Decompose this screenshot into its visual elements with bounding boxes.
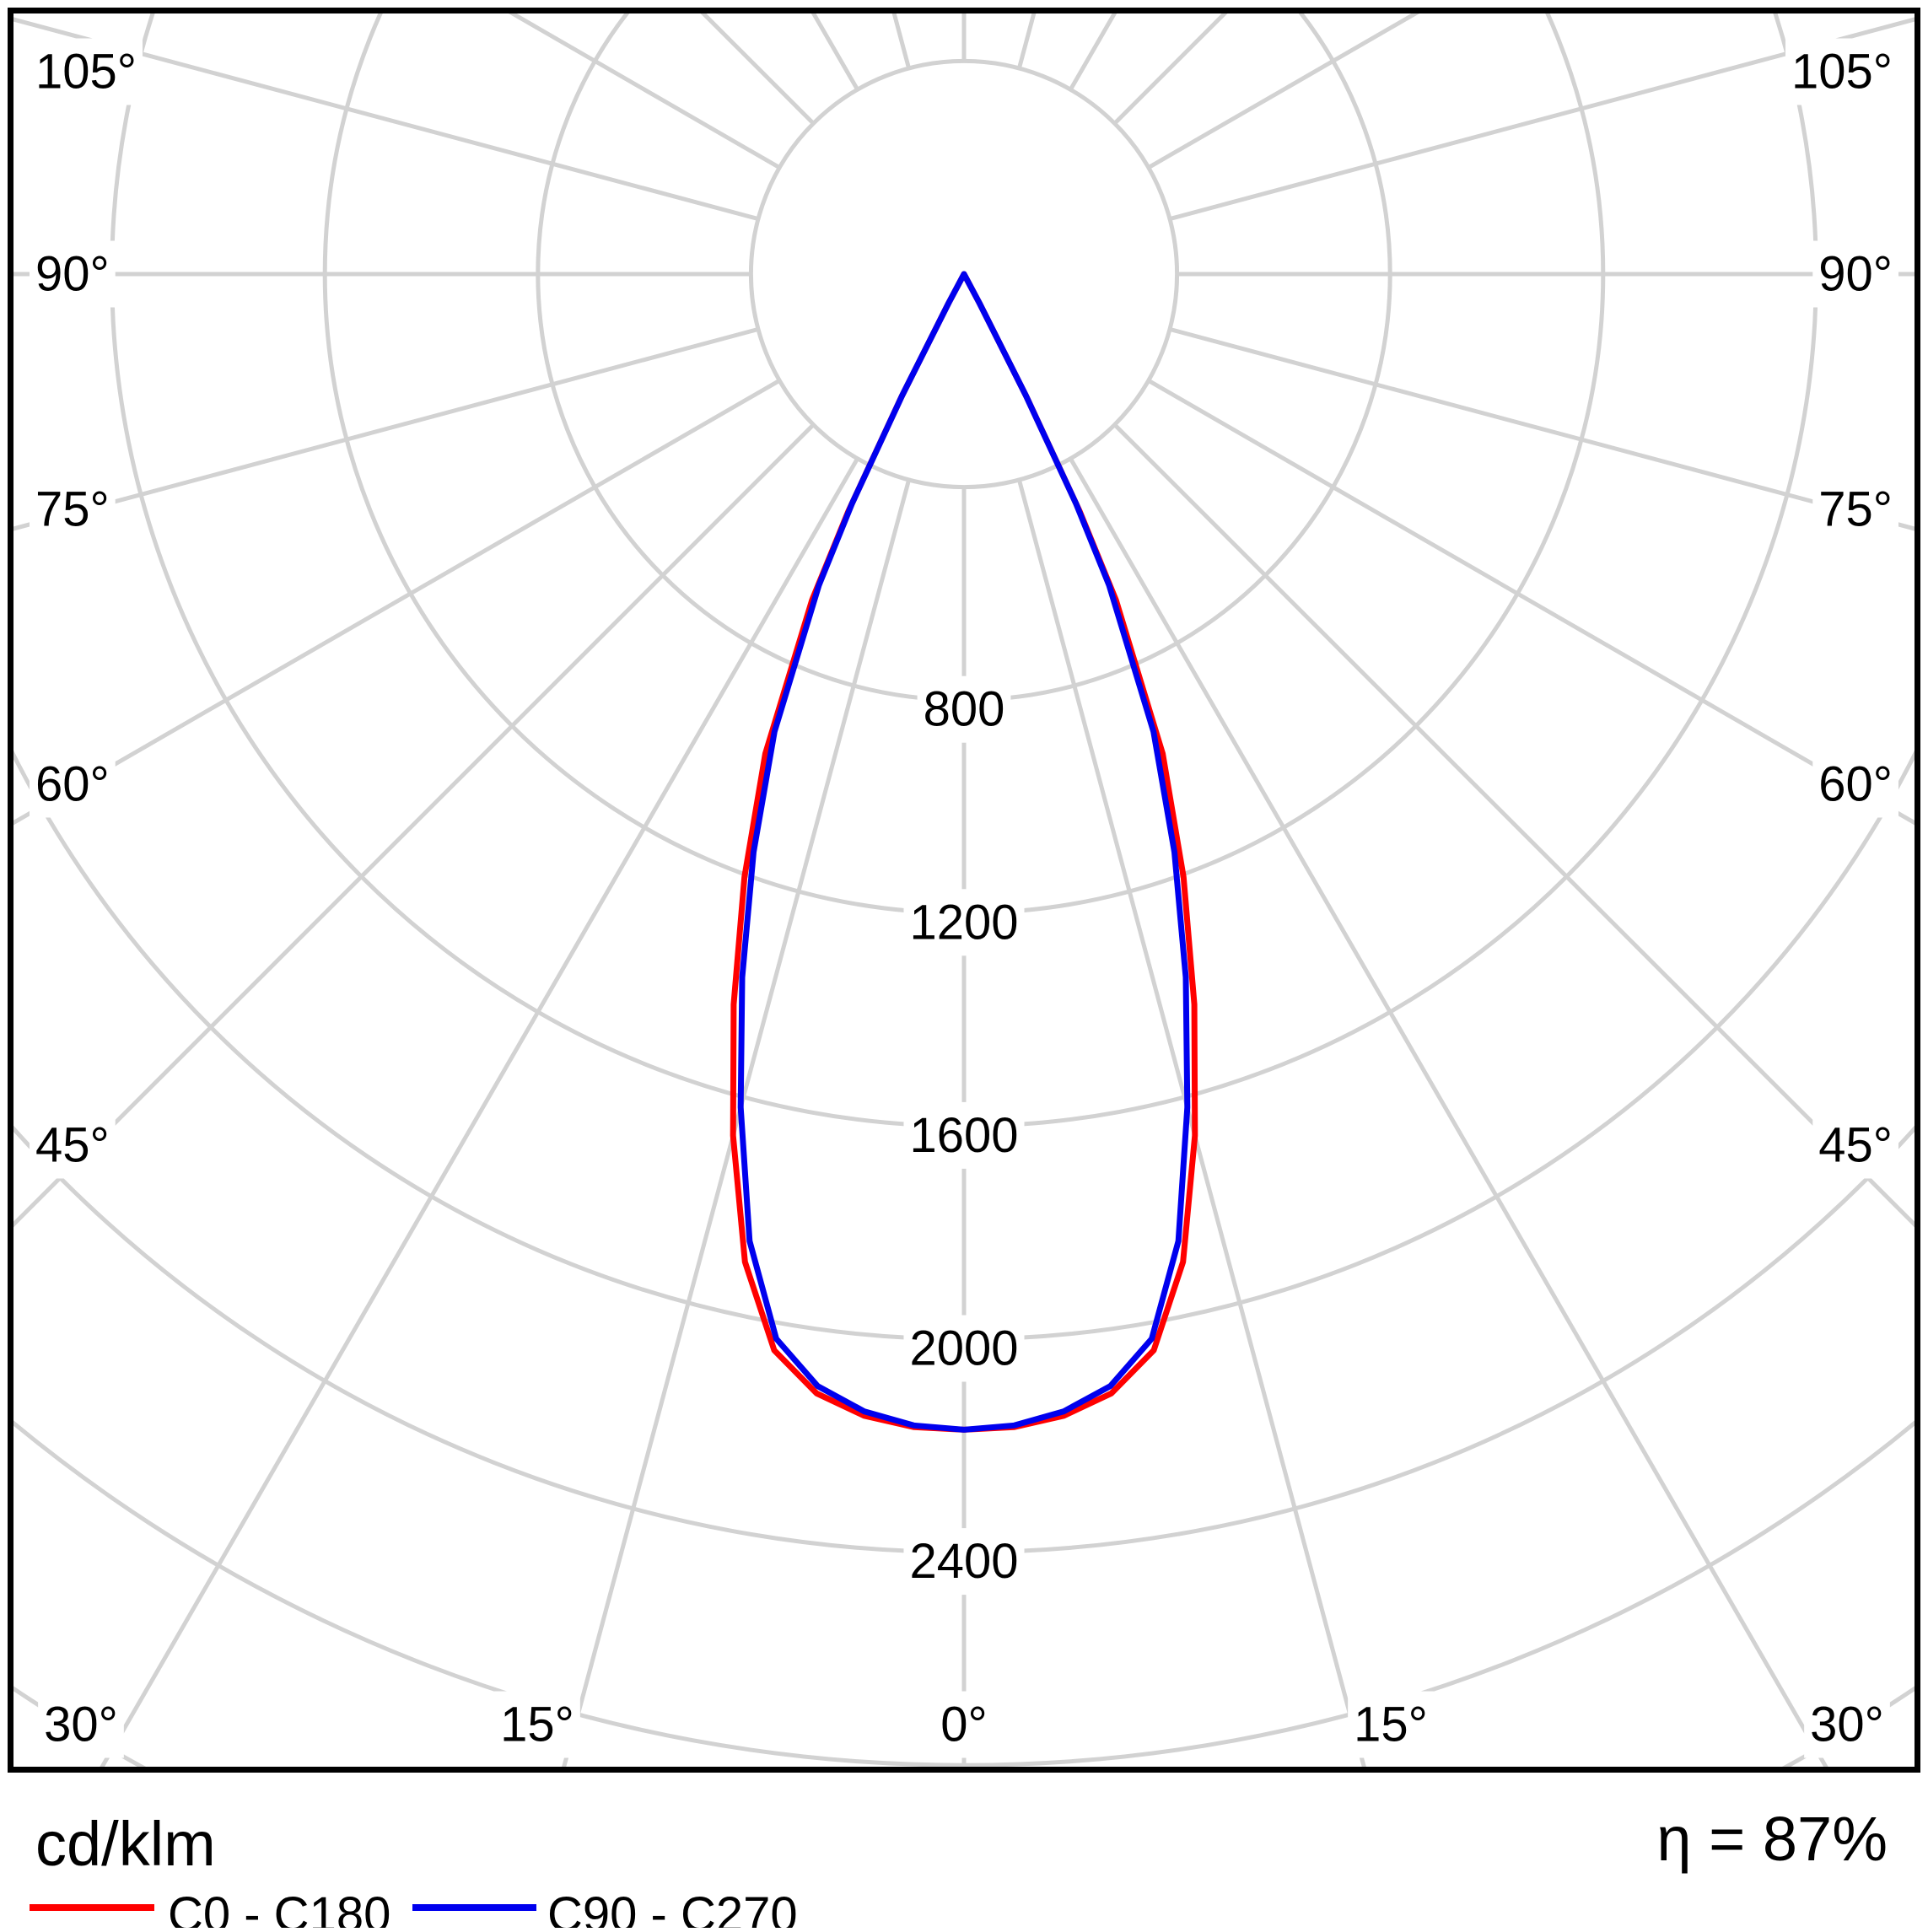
angle-label-right-90-bg	[1812, 240, 1898, 308]
angle-label-bottom-0-30-bg	[38, 1691, 124, 1758]
ring-label-2000: 2000	[909, 1321, 1018, 1376]
angle-label-right-75-bg	[1812, 476, 1898, 543]
angle-label-left-105: 105°	[35, 45, 137, 100]
angle-label-bottom-2-0-bg	[934, 1691, 994, 1758]
ring-label-1200: 1200	[909, 895, 1018, 950]
curve-c90-c270	[737, 271, 1191, 1433]
angle-label-bottom-2-0: 0°	[940, 1698, 987, 1752]
ring-label-800: 800	[924, 682, 1005, 737]
grid-ray-75	[1169, 326, 1915, 531]
plot-frame	[8, 8, 1920, 1773]
grid-labels: 800 1200 1600 2000 2400 105° 90° 75° 60° 45° 105° 9…	[30, 38, 1898, 1758]
grid-ray-330	[100, 457, 859, 1767]
grid-ray-60	[1147, 379, 1915, 826]
angle-label-left-60-bg	[30, 751, 116, 818]
ring-label-1200-bg	[903, 889, 1025, 956]
angle-label-bottom-3-15-bg	[1348, 1691, 1434, 1758]
grid-ray-300	[13, 379, 781, 826]
angle-label-right-60-bg	[1812, 751, 1898, 818]
unit-label: cd/klm	[35, 1809, 216, 1879]
ring-label-2400: 2400	[909, 1534, 1018, 1589]
angle-label-left-60: 60°	[35, 757, 110, 812]
angle-label-right-90: 90°	[1818, 247, 1893, 302]
angle-label-right-45-bg	[1812, 1111, 1898, 1179]
angle-label-bottom-4-30-bg	[1804, 1691, 1890, 1758]
efficiency-label: η = 87%	[1656, 1804, 1888, 1874]
angle-label-right-105: 105°	[1791, 45, 1893, 100]
grid-ray-45	[1112, 422, 1915, 1228]
ring-label-2000-bg	[903, 1315, 1025, 1382]
angle-label-left-90: 90°	[35, 247, 110, 302]
angle-label-right-45: 45°	[1818, 1118, 1893, 1173]
ring-label-1600-bg	[903, 1101, 1025, 1169]
grid-ray-105	[1169, 17, 1915, 222]
grid-ray-30	[1069, 457, 1828, 1767]
ring-label-2400-bg	[903, 1528, 1025, 1596]
angle-label-bottom-4-30: 30°	[1810, 1698, 1884, 1752]
angle-label-right-105-bg	[1785, 38, 1898, 105]
angle-label-left-105-bg	[30, 38, 143, 105]
angle-label-left-45: 45°	[35, 1118, 110, 1173]
angle-label-left-90-bg	[30, 240, 116, 308]
angle-label-bottom-0-30: 30°	[44, 1698, 118, 1752]
grid-ray-285	[13, 326, 759, 531]
angle-label-right-75: 75°	[1818, 482, 1893, 537]
grid-ray-120	[1147, 13, 1420, 170]
angle-label-left-75-bg	[30, 476, 116, 543]
grid-ray-345	[562, 479, 912, 1767]
legend: C0 - C180 C90 - C270	[30, 1887, 798, 1932]
grid-ray-255	[13, 17, 759, 222]
angle-label-bottom-1-15-bg	[494, 1691, 580, 1758]
angle-label-right-60: 60°	[1818, 757, 1893, 812]
angle-label-left-75: 75°	[35, 482, 110, 537]
angle-label-left-45-bg	[30, 1111, 116, 1179]
legend-label-c90-c270: C90 - C270	[547, 1887, 798, 1928]
grid-ray-240	[508, 13, 781, 170]
angle-label-bottom-3-15: 15°	[1354, 1698, 1428, 1752]
angle-label-bottom-1-15: 15°	[500, 1698, 574, 1752]
legend-label-c0-c180: C0 - C180	[168, 1887, 390, 1928]
grid-ray-15	[1016, 479, 1366, 1767]
ring-label-800-bg	[917, 675, 1011, 743]
ring-label-1600: 1600	[909, 1108, 1018, 1163]
grid-ray-315	[13, 422, 816, 1228]
intensity-curves	[730, 271, 1198, 1433]
